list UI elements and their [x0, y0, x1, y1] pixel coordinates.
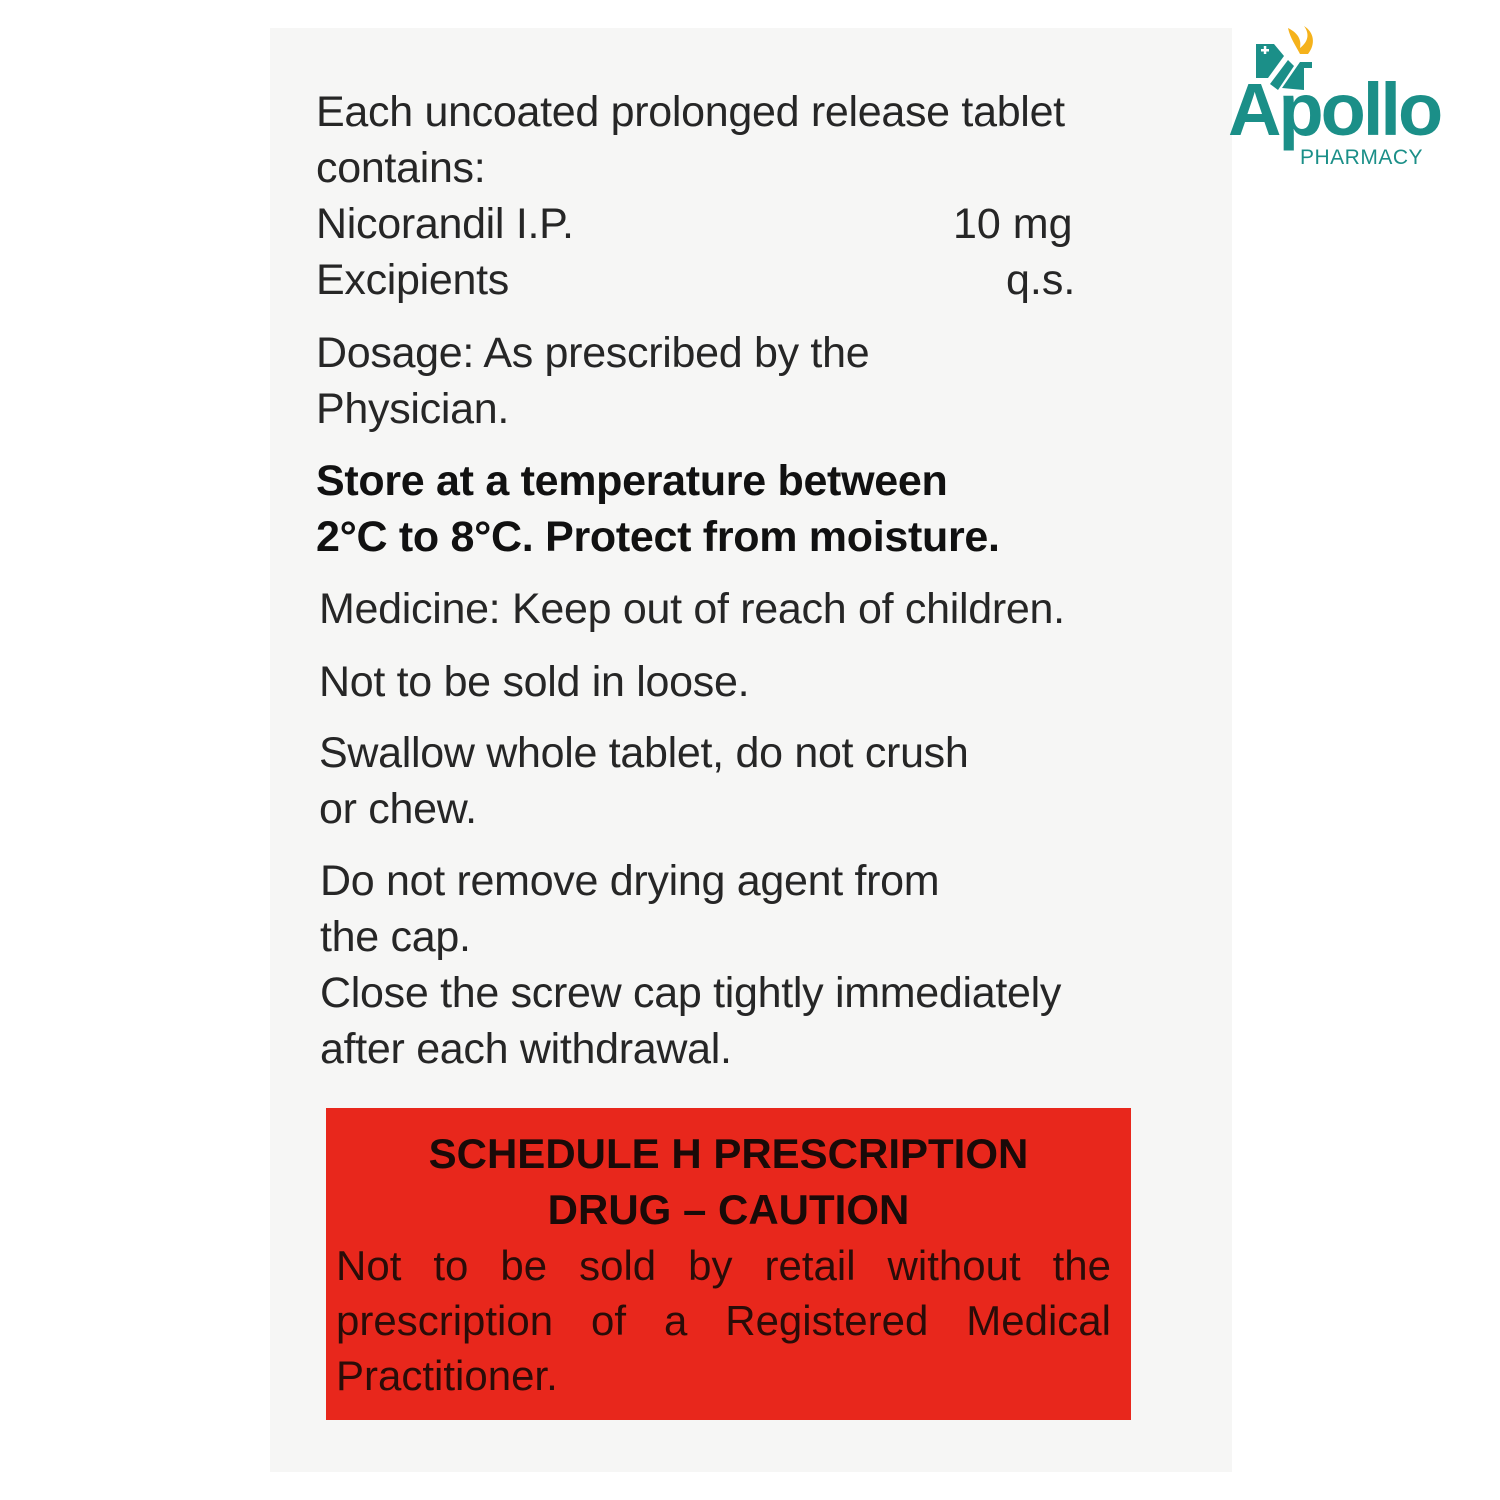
warning-text: Do not remove drying agent from — [320, 857, 940, 905]
ingredient-name: Nicorandil I.P. — [316, 200, 574, 248]
dosage-text: Physician. — [316, 385, 509, 433]
schedule-title: SCHEDULE H PRESCRIPTION — [428, 1130, 1029, 1177]
schedule-title: DRUG – CAUTION — [547, 1186, 910, 1233]
warning-text: or chew. — [319, 785, 477, 833]
dosage-text: Dosage: As prescribed by the — [316, 329, 870, 377]
composition-intro-cont: contains: — [316, 144, 486, 192]
warning-text: Swallow whole tablet, do not crush — [319, 729, 969, 777]
warning-text: after each withdrawal. — [320, 1025, 732, 1073]
ingredient-amount: 10 mg — [953, 200, 1073, 248]
warning-text: Not to be sold in loose. — [319, 658, 750, 706]
storage-text: 2°C to 8°C. Protect from moisture. — [316, 513, 1000, 561]
schedule-h-warning-box: SCHEDULE H PRESCRIPTION DRUG – CAUTION N… — [326, 1108, 1131, 1420]
schedule-body: Not to be sold by retail without the pre… — [336, 1242, 1111, 1399]
ingredient-name: Excipients — [316, 256, 509, 304]
warning-text: Close the screw cap tightly immediately — [320, 969, 1062, 1017]
warning-text: the cap. — [320, 913, 471, 961]
logo-emblem-icon — [1256, 26, 1313, 90]
storage-text: Store at a temperature between — [316, 457, 948, 505]
logo-brand: Apollo — [1228, 68, 1443, 151]
warning-text: Medicine: Keep out of reach of children. — [319, 585, 1065, 633]
ingredient-amount: q.s. — [1006, 256, 1076, 304]
composition-intro: Each uncoated prolonged release tablet — [316, 88, 1065, 136]
apollo-pharmacy-logo: Apollo PHARMACY — [1228, 22, 1443, 172]
logo-sub: PHARMACY — [1300, 146, 1424, 169]
